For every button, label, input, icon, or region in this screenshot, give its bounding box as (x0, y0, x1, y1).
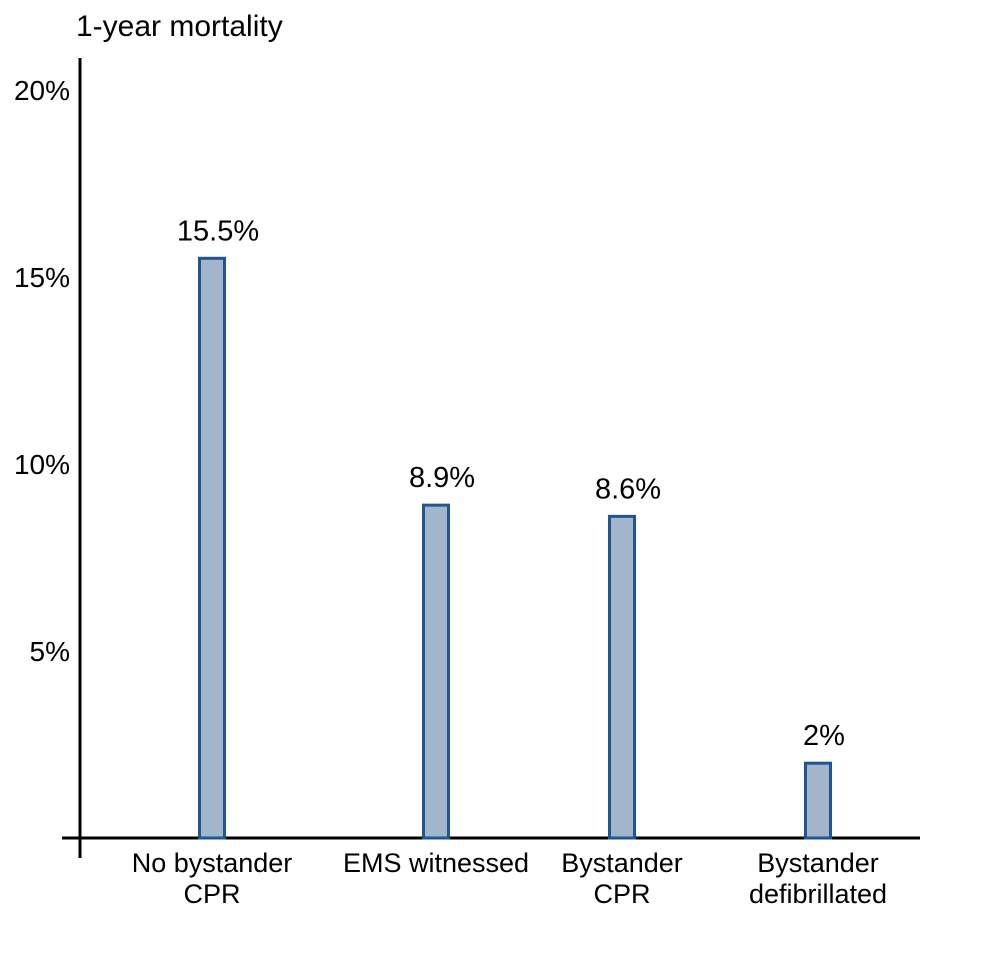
data-label: 8.6% (595, 473, 661, 505)
bar (422, 503, 450, 840)
category-label: Bystander defibrillated (749, 848, 887, 909)
data-label: 2% (803, 720, 845, 752)
data-label: 8.9% (409, 462, 475, 494)
category-labels: No bystander CPR EMS witnessed Bystander CPR… (132, 848, 887, 909)
bar (198, 256, 226, 840)
bar (804, 761, 832, 840)
y-tick-label: 10% (14, 449, 70, 480)
data-labels: 15.5% 8.9% 8.6% 2% (177, 215, 845, 752)
y-tick-label: 5% (30, 636, 70, 667)
data-label: 15.5% (177, 215, 259, 247)
category-label: EMS witnessed (343, 848, 529, 878)
y-tick-label: 20% (14, 75, 70, 106)
bar (608, 514, 636, 840)
bars (198, 256, 832, 840)
category-label: No bystander CPR (132, 848, 293, 909)
y-axis: 5% 10% 15% 20% (14, 58, 82, 858)
y-tick-label: 15% (14, 262, 70, 293)
category-label: Bystander CPR (561, 848, 683, 909)
y-axis-title: 1-year mortality (76, 10, 283, 43)
